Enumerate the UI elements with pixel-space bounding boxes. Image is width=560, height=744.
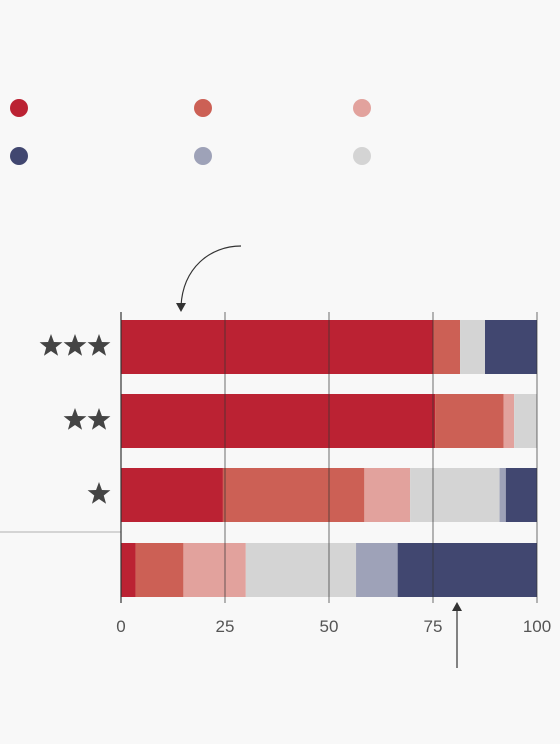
star-icon: [63, 408, 87, 430]
bar-segment-3-1: [135, 543, 184, 597]
legend-swatch-0: [10, 99, 28, 117]
bar-segment-2-2: [364, 468, 411, 522]
bar-segment-0-1: [433, 320, 461, 374]
bar-segment-3-3: [245, 543, 357, 597]
bar-segment-2-0: [121, 468, 223, 522]
legend-swatch-5: [353, 147, 371, 165]
legend-swatch-1: [194, 99, 212, 117]
bar-segment-0-3: [485, 320, 537, 374]
bar-segment-1-2: [503, 394, 515, 448]
star-icon: [63, 334, 87, 356]
bar-segment-2-3: [410, 468, 500, 522]
star-icon: [87, 482, 111, 504]
bar-segment-2-4: [499, 468, 506, 522]
bar-segment-3-0: [121, 543, 136, 597]
arrowhead-icon: [176, 303, 186, 312]
x-tick-label-75: 75: [424, 617, 443, 636]
x-tick-label-25: 25: [216, 617, 235, 636]
annotation-arrow-curved: [180, 245, 242, 307]
bar-segment-3-5: [397, 543, 537, 597]
legend-swatch-2: [353, 99, 371, 117]
star-icon: [87, 408, 111, 430]
bar-segment-0-2: [460, 320, 485, 374]
bar-segment-3-4: [356, 543, 398, 597]
arrowhead-icon: [452, 602, 462, 611]
bar-segment-2-5: [505, 468, 537, 522]
x-tick-label-100: 100: [523, 617, 551, 636]
bar-segment-1-1: [435, 394, 504, 448]
bar-segment-2-1: [222, 468, 365, 522]
x-tick-label-50: 50: [320, 617, 339, 636]
legend-swatch-4: [194, 147, 212, 165]
legend-swatch-3: [10, 147, 28, 165]
bar-segment-1-3: [514, 394, 537, 448]
bar-segment-1-0: [121, 394, 436, 448]
x-tick-label-0: 0: [116, 617, 125, 636]
star-icon: [39, 334, 63, 356]
bar-segment-3-2: [183, 543, 246, 597]
bar-segment-0-0: [121, 320, 433, 374]
star-icon: [87, 334, 111, 356]
